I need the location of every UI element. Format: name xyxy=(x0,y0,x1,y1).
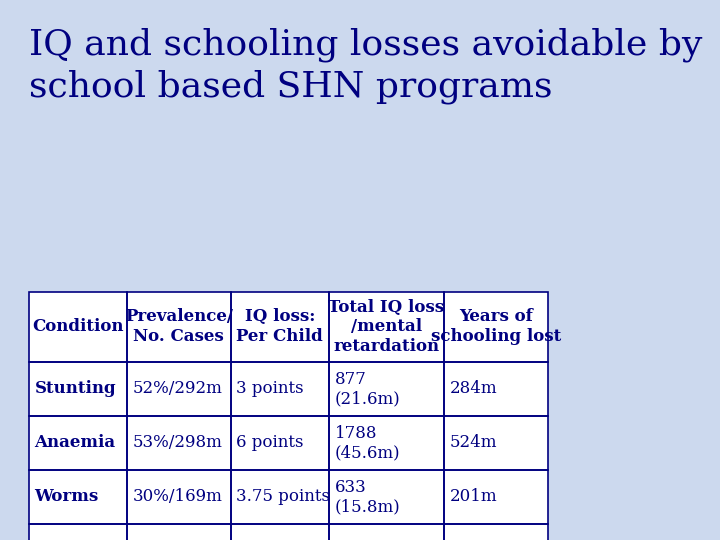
Text: Years of
schooling lost: Years of schooling lost xyxy=(431,308,561,345)
Bar xyxy=(230,524,329,540)
Text: 3.75 points: 3.75 points xyxy=(236,488,330,505)
Bar xyxy=(127,362,230,416)
Text: 877
(21.6m): 877 (21.6m) xyxy=(335,370,400,407)
Bar xyxy=(29,470,127,524)
Text: Condition: Condition xyxy=(32,318,124,335)
Text: 30%/169m: 30%/169m xyxy=(132,488,222,505)
Text: IQ loss:
Per Child: IQ loss: Per Child xyxy=(236,308,323,345)
Bar xyxy=(127,292,230,362)
Text: Worms: Worms xyxy=(35,488,99,505)
Bar xyxy=(444,524,548,540)
Bar xyxy=(127,524,230,540)
Bar xyxy=(127,416,230,470)
Bar xyxy=(329,470,444,524)
Bar xyxy=(329,292,444,362)
Bar xyxy=(29,292,127,362)
Bar xyxy=(444,362,548,416)
Bar xyxy=(329,524,444,540)
Text: 6 points: 6 points xyxy=(236,434,304,451)
Bar xyxy=(230,362,329,416)
Bar xyxy=(230,470,329,524)
Text: 1788
(45.6m): 1788 (45.6m) xyxy=(335,424,400,461)
Bar xyxy=(230,416,329,470)
Bar xyxy=(29,524,127,540)
Text: 52%/292m: 52%/292m xyxy=(132,380,222,397)
Bar xyxy=(29,362,127,416)
Bar xyxy=(329,362,444,416)
Bar xyxy=(230,292,329,362)
Bar xyxy=(29,416,127,470)
Bar xyxy=(29,292,548,540)
Text: Total IQ loss
/mental
retardation: Total IQ loss /mental retardation xyxy=(328,299,444,355)
Bar xyxy=(329,416,444,470)
Text: Anaemia: Anaemia xyxy=(35,434,116,451)
Text: 524m: 524m xyxy=(450,434,498,451)
Bar xyxy=(127,470,230,524)
Text: Stunting: Stunting xyxy=(35,380,116,397)
Text: IQ and schooling losses avoidable by
school based SHN programs: IQ and schooling losses avoidable by sch… xyxy=(29,27,702,104)
Text: 633
(15.8m): 633 (15.8m) xyxy=(335,478,400,515)
Text: Prevalence/
No. Cases: Prevalence/ No. Cases xyxy=(125,308,233,345)
Text: 201m: 201m xyxy=(450,488,498,505)
Bar xyxy=(444,416,548,470)
Bar xyxy=(444,470,548,524)
Bar xyxy=(444,292,548,362)
Text: 53%/298m: 53%/298m xyxy=(132,434,222,451)
Text: 3 points: 3 points xyxy=(236,380,304,397)
Text: 284m: 284m xyxy=(450,380,498,397)
